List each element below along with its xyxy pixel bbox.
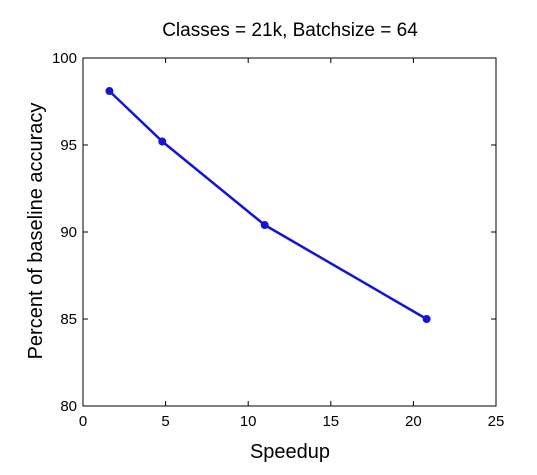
data-point bbox=[158, 137, 167, 146]
y-tick-label: 100 bbox=[52, 50, 77, 67]
y-tick-label: 80 bbox=[60, 398, 77, 415]
data-point bbox=[260, 221, 269, 230]
series-layer bbox=[105, 87, 431, 323]
y-tick-label: 90 bbox=[60, 224, 77, 241]
x-tick-label: 15 bbox=[322, 413, 339, 430]
tick-labels: 0 5 10 15 20 25 80 85 90 95 100 bbox=[52, 50, 504, 430]
plot-frame bbox=[82, 57, 497, 407]
y-tick-label: 95 bbox=[60, 137, 77, 154]
x-tick-label: 5 bbox=[161, 413, 169, 430]
chart-title: Classes = 21k, Batchsize = 64 bbox=[162, 20, 418, 41]
y-tick-label: 85 bbox=[60, 311, 77, 328]
x-axis-title: Speedup bbox=[250, 441, 330, 463]
x-tick-label: 10 bbox=[240, 413, 257, 430]
x-tick-label: 25 bbox=[488, 413, 505, 430]
x-tick-label: 0 bbox=[79, 413, 87, 430]
y-axis-title: Percent of baseline accuracy bbox=[25, 103, 47, 360]
series-line bbox=[108, 90, 428, 321]
x-tick-label: 20 bbox=[405, 413, 422, 430]
data-point bbox=[105, 87, 114, 96]
axis-ticks bbox=[82, 57, 497, 407]
data-point bbox=[422, 315, 431, 323]
